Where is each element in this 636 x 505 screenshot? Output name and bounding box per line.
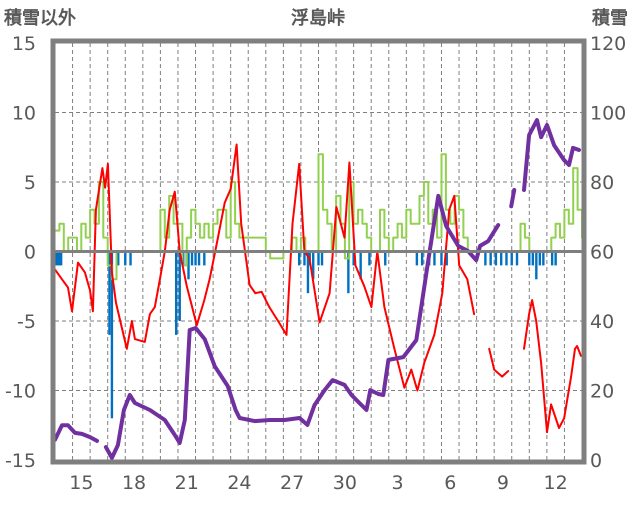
- axes: 15 10 5 0 -5 -10 -15 120 100 80 60 40 20 0 15 18 21 24 27 3…: [5, 33, 626, 494]
- precip-bar: [129, 251, 132, 266]
- right-axis-title: 積雪: [591, 7, 628, 29]
- red-series-line: [54, 143, 582, 434]
- x-tick-label: 30: [333, 472, 357, 494]
- left-tick-label: 10: [12, 103, 36, 125]
- precip-bar: [542, 251, 545, 266]
- left-tick-label: 15: [12, 33, 36, 55]
- right-tick-label: 100: [590, 103, 626, 125]
- precip-bar: [531, 251, 535, 266]
- left-tick-label: -15: [5, 450, 36, 472]
- precip-bar: [312, 251, 315, 280]
- precip-bar: [484, 251, 487, 266]
- precip-bar: [175, 251, 178, 335]
- precip-bar: [510, 251, 513, 266]
- left-tick-label: -10: [5, 381, 36, 403]
- precip-bar: [352, 251, 355, 266]
- precip-bar: [187, 251, 190, 280]
- x-tick-label: 6: [444, 472, 456, 494]
- precip-bar: [297, 251, 301, 266]
- precip-bar: [515, 251, 519, 266]
- purple-series-line: [53, 118, 581, 460]
- right-tick-label: 120: [590, 33, 626, 55]
- precip-bar: [59, 251, 63, 266]
- bar-series: [54, 251, 557, 419]
- x-tick-label: 3: [392, 472, 404, 494]
- precip-bar: [58, 251, 61, 266]
- precip-bar: [384, 251, 387, 266]
- left-tick-label: 5: [24, 172, 36, 194]
- precip-bar: [499, 251, 503, 266]
- precip-bar: [440, 251, 443, 266]
- right-tick-label: 20: [590, 381, 614, 403]
- chart-title: 浮島峠: [291, 7, 345, 29]
- plot-frame: [50, 38, 587, 465]
- precip-bar: [433, 251, 436, 266]
- precip-bar: [347, 251, 350, 294]
- precip-bar: [538, 251, 542, 266]
- precip-bar: [54, 251, 58, 266]
- right-tick-label: 0: [590, 450, 602, 472]
- precip-bar: [197, 251, 201, 266]
- precip-bar: [554, 251, 557, 266]
- precip-bar: [317, 251, 320, 266]
- precip-bar: [494, 251, 498, 266]
- precip-bar: [190, 251, 194, 266]
- right-tick-label: 60: [590, 242, 614, 264]
- precip-bar: [320, 251, 324, 266]
- x-tick-label: 12: [544, 472, 568, 494]
- precip-bar: [415, 251, 419, 266]
- precip-bar: [303, 251, 306, 266]
- precip-bar: [535, 251, 538, 280]
- x-tick-label: 15: [69, 472, 93, 494]
- precip-bar: [306, 251, 310, 294]
- precip-bar: [359, 251, 362, 280]
- precip-bar: [56, 251, 59, 266]
- x-tick-label: 21: [175, 472, 199, 494]
- right-tick-label: 80: [590, 172, 614, 194]
- precip-bar: [368, 251, 371, 266]
- precip-bar: [110, 251, 114, 419]
- x-tick-label: 9: [497, 472, 509, 494]
- x-tick-label: 18: [122, 472, 146, 494]
- precip-bar: [550, 251, 554, 266]
- precip-bar: [420, 251, 424, 266]
- precip-bar: [117, 251, 120, 266]
- precip-bar: [108, 251, 111, 335]
- x-tick-label: 27: [280, 472, 304, 494]
- left-tick-label: 0: [24, 242, 36, 264]
- precip-bar: [505, 251, 508, 266]
- precip-bar: [203, 251, 206, 266]
- precip-bar: [528, 251, 531, 266]
- precip-bar: [124, 251, 127, 266]
- precip-bar: [489, 251, 492, 266]
- precip-bar: [445, 251, 448, 266]
- right-tick-label: 40: [590, 311, 614, 333]
- left-tick-label: -5: [17, 311, 36, 333]
- precip-bar: [178, 251, 181, 321]
- left-axis-title: 積雪以外: [3, 7, 76, 29]
- x-tick-label: 24: [227, 472, 251, 494]
- precip-bar: [194, 251, 197, 266]
